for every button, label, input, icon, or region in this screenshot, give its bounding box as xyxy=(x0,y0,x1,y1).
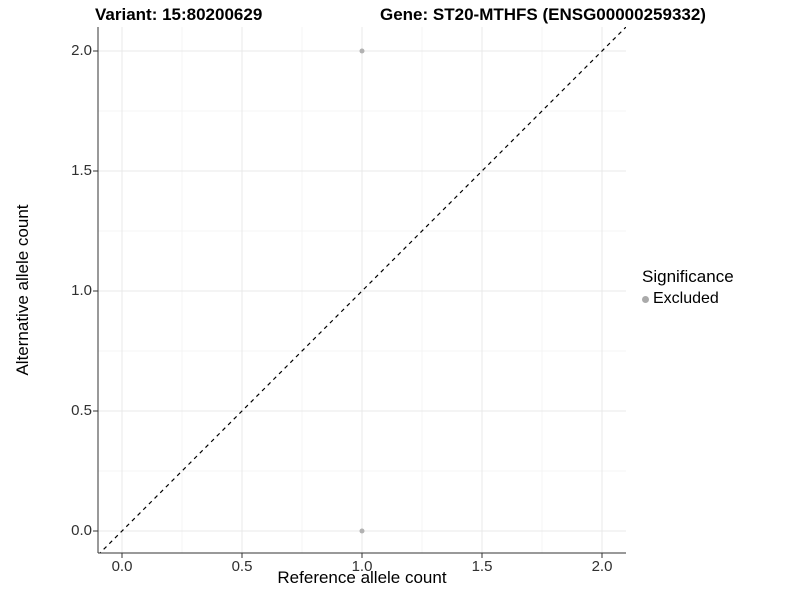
x-axis-title: Reference allele count xyxy=(277,568,447,587)
x-tick-label: 1.0 xyxy=(351,558,373,575)
legend: Significance Excluded xyxy=(642,267,734,308)
x-tick-label: 2.0 xyxy=(591,558,613,575)
legend-item-excluded: Excluded xyxy=(642,290,734,308)
y-tick-label: 0.5 xyxy=(71,402,92,419)
y-axis-title: Alternative allele count xyxy=(13,204,32,376)
x-tick-label: 0.0 xyxy=(111,558,133,575)
y-tick-label: 2.0 xyxy=(71,42,92,59)
legend-title: Significance xyxy=(642,267,734,286)
plot-title-gene: Gene: ST20-MTHFS (ENSG00000259332) xyxy=(380,5,706,24)
excluded-point-icon xyxy=(642,295,649,303)
y-tick-label: 1.5 xyxy=(71,162,92,179)
x-tick-label: 0.5 xyxy=(231,558,253,575)
legend-item-label: Excluded xyxy=(653,290,719,307)
plot-title-variant: Variant: 15:80200629 xyxy=(95,5,263,24)
y-tick-label: 1.0 xyxy=(71,282,92,299)
x-tick-label: 1.5 xyxy=(471,558,493,575)
y-tick-label: 0.0 xyxy=(71,522,92,539)
